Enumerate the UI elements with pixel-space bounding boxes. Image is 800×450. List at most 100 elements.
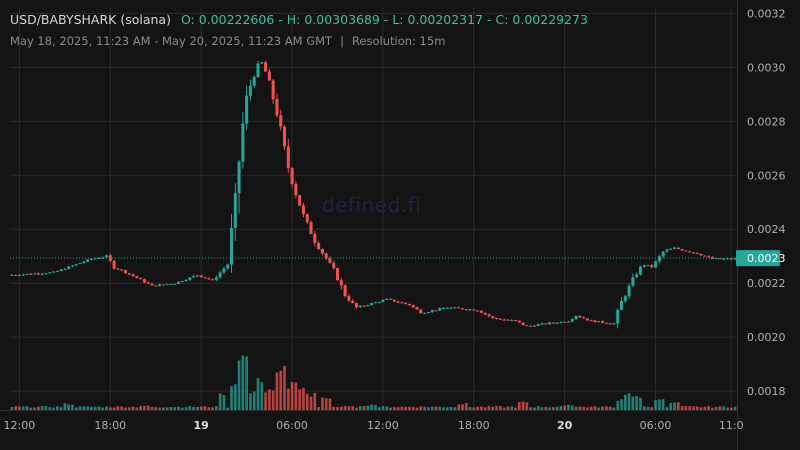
y-tick-label: 0.0022	[747, 277, 786, 290]
volume-bar	[385, 406, 389, 410]
volume-bar	[415, 407, 419, 410]
volume-bar	[389, 407, 392, 410]
volume-bar	[533, 407, 536, 410]
candle-body	[718, 258, 722, 260]
volume-bar	[703, 406, 707, 410]
candle-body	[400, 302, 404, 304]
candle-body	[468, 309, 472, 311]
candle-body	[222, 268, 226, 273]
x-axis[interactable]: 12:00 18:00 19 06:00 12:00 18:00 20 06:00 11:0	[0, 410, 744, 433]
candle-body	[389, 298, 393, 300]
candle-body	[332, 262, 336, 269]
date-range: May 18, 2025, 11:23 AM - May 20, 2025, 1…	[10, 34, 333, 48]
volume-bar	[260, 382, 264, 410]
candle-body	[691, 252, 695, 254]
candle-body	[271, 80, 275, 100]
volume-bar	[726, 407, 729, 410]
candle-body	[339, 280, 343, 286]
chart-header: USD/BABYSHARK (solana) O: 0.00222606 - H…	[10, 12, 588, 27]
volume-bar	[393, 407, 396, 410]
volume-bar	[105, 406, 108, 410]
volume-bar	[544, 407, 548, 410]
volume-bar	[514, 407, 517, 410]
resolution-label: Resolution: 15m	[351, 34, 446, 48]
candle-body	[192, 276, 196, 278]
candle-body	[589, 320, 593, 322]
volume-bar	[332, 406, 336, 410]
volume-bar	[374, 404, 377, 410]
volume-bar	[294, 382, 298, 410]
volume-bar	[25, 405, 29, 410]
volume-bar	[29, 407, 33, 410]
volume-bar	[245, 356, 248, 410]
volume-bar	[449, 407, 453, 410]
candle-body	[392, 299, 396, 302]
volume-bar	[10, 406, 14, 410]
volume-bar	[711, 407, 714, 410]
candle-body	[411, 305, 415, 308]
candle-body	[343, 285, 347, 297]
volume-bar	[411, 407, 415, 410]
candle-body	[521, 322, 525, 326]
volume-bar	[283, 365, 286, 410]
candle-body	[176, 281, 181, 284]
candle-body	[449, 307, 453, 309]
volume-bar	[298, 389, 301, 410]
y-tick-label: 0.0020	[747, 331, 786, 344]
volume-bar	[707, 405, 710, 410]
volume-bar	[135, 407, 139, 410]
candle-body	[347, 296, 351, 301]
candle-body	[188, 277, 192, 280]
y-axis[interactable]: 0.0032 0.0030 0.0028 0.0026 0.0024 0.0022 0.00…	[736, 0, 786, 450]
candle-body	[105, 255, 109, 258]
volume-bar	[506, 406, 510, 410]
candle-body	[548, 322, 552, 325]
volume-bar	[180, 407, 184, 410]
candle-body	[555, 322, 559, 324]
candle-body	[483, 312, 487, 315]
candle-body	[36, 273, 40, 275]
candle-body	[161, 284, 165, 286]
candle-body	[445, 307, 449, 309]
volume-bar	[536, 406, 540, 410]
candle-body	[377, 301, 381, 303]
volume-bar	[658, 399, 661, 410]
candle-body	[574, 315, 578, 320]
candle-body	[169, 284, 173, 286]
candle-body	[498, 318, 502, 320]
candle-body	[214, 277, 218, 280]
volume-bar	[192, 407, 195, 410]
current-price-tag	[736, 250, 780, 267]
volume-bar	[313, 392, 317, 410]
volume-bar	[586, 407, 589, 410]
volume-bar	[347, 406, 351, 410]
volume-bar	[612, 407, 616, 410]
volume-bar	[264, 392, 267, 410]
candle-body	[442, 308, 446, 310]
pair-label: USD/BABYSHARK (solana)	[10, 12, 171, 27]
volume-bar	[143, 405, 146, 410]
candle-body	[131, 274, 135, 277]
volume-bar	[14, 406, 18, 410]
volume-bar	[714, 406, 718, 410]
candle-body	[563, 321, 567, 323]
candle-body	[237, 161, 241, 194]
candle-body	[351, 300, 355, 303]
volume-bar	[211, 407, 214, 410]
candle-body	[305, 214, 309, 223]
volume-bar	[400, 406, 404, 410]
volume-bar	[729, 407, 733, 410]
ohlc-readout: O: 0.00222606 - H: 0.00303689 - L: 0.002…	[180, 12, 588, 27]
candle-body	[275, 99, 279, 116]
volume-bar	[608, 406, 612, 410]
candle-body	[688, 251, 692, 253]
volume-bar	[124, 407, 127, 410]
volume-bar	[215, 405, 218, 410]
candle-body	[627, 285, 631, 297]
volume-bar	[457, 404, 461, 410]
candle-body	[669, 248, 673, 250]
volume-bar	[302, 387, 305, 410]
candle-body	[82, 261, 86, 264]
volume-bar	[676, 402, 680, 410]
